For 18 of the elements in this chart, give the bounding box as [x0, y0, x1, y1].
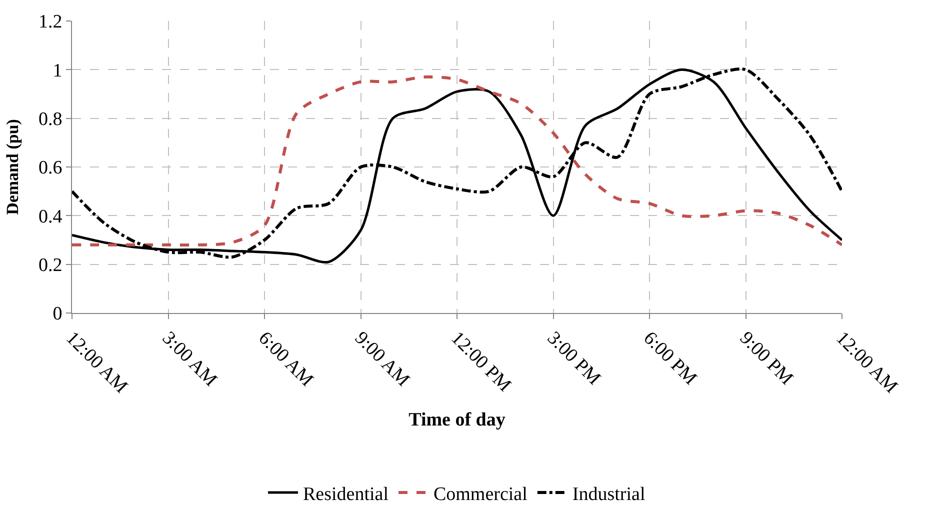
x-axis-title: Time of day [408, 409, 506, 430]
y-tick-label: 0.2 [38, 254, 62, 276]
y-tick-label: 0.4 [38, 206, 63, 228]
y-axis-title: Demand (pu) [3, 119, 22, 215]
y-tick-label: 1 [52, 60, 62, 82]
y-tick-label: 0.8 [38, 108, 62, 130]
x-tick-label: 6:00 AM [254, 328, 318, 391]
x-tick-label: 9:00 PM [735, 328, 798, 390]
x-tick-label: 3:00 AM [158, 328, 222, 391]
x-tick-label: 9:00 AM [350, 328, 414, 391]
x-tick-label: 3:00 PM [542, 328, 605, 390]
y-tick-label: 0.6 [38, 158, 62, 179]
x-tick-label: 6:00 PM [639, 328, 701, 390]
y-tick-label: 1.2 [38, 12, 62, 33]
legend-label: Commercial [433, 484, 528, 505]
legend-label: Residential [303, 484, 388, 505]
legend-label: Industrial [572, 484, 646, 505]
y-tick-label: 0 [52, 304, 62, 325]
